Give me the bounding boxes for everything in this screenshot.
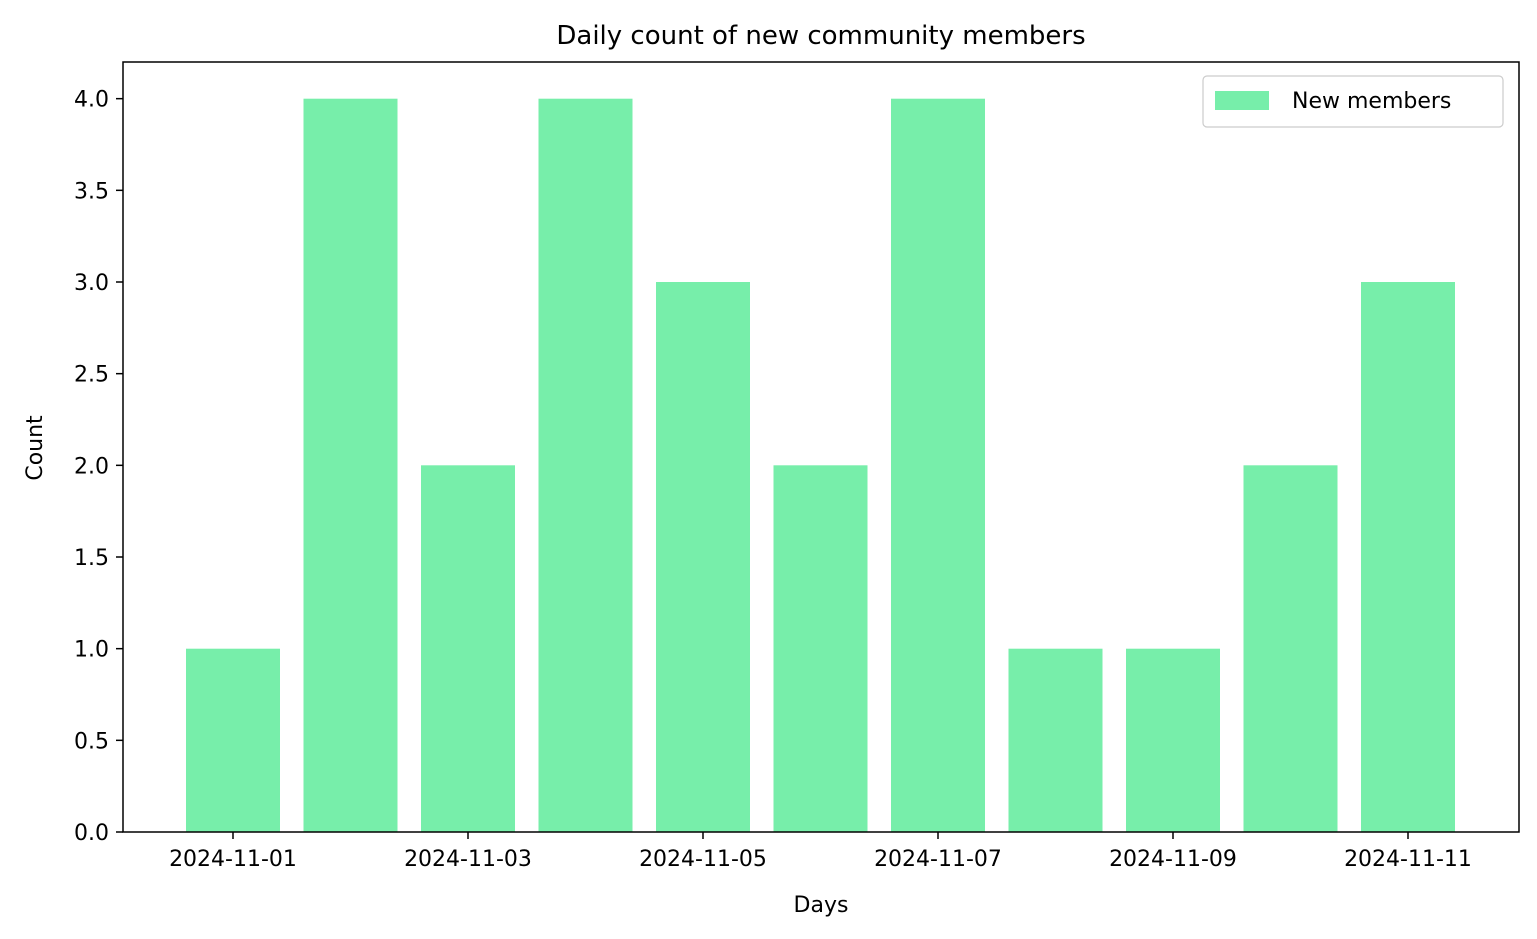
bar-2024-11-10 [1243, 465, 1338, 832]
y-axis-label: Count [23, 415, 48, 481]
bars-group [186, 98, 1455, 832]
x-tick-label: 2024-11-11 [1344, 847, 1472, 872]
y-tick-label: 3.0 [74, 271, 109, 296]
y-tick-label: 0.5 [74, 729, 109, 754]
x-tick-label: 2024-11-07 [874, 847, 1002, 872]
bar-2024-11-07 [891, 98, 985, 832]
bar-2024-11-11 [1361, 282, 1455, 832]
x-axis-label: Days [794, 893, 849, 918]
legend-frame [1202, 75, 1504, 128]
bar-2024-11-04 [538, 98, 633, 832]
y-tick-label: 0.0 [74, 821, 109, 846]
bar-2024-11-09 [1126, 648, 1220, 832]
y-tick-label: 2.5 [74, 363, 109, 388]
plot-frame [122, 61, 1520, 833]
bar-2024-11-02 [303, 98, 398, 832]
legend-swatch [1215, 91, 1269, 110]
legend-label: New members [1292, 89, 1451, 114]
y-tick-label: 1.5 [74, 546, 109, 571]
x-tick-label: 2024-11-05 [639, 847, 767, 872]
y-tick-label: 2.0 [74, 454, 109, 479]
y-tick-label: 4.0 [74, 88, 109, 113]
chart-title: Daily count of new community members [556, 21, 1085, 51]
bar-2024-11-03 [421, 465, 515, 832]
bar-2024-11-05 [656, 282, 750, 832]
y-tick-label: 1.0 [74, 638, 109, 663]
y-axis-ticks: 0.0 0.5 1.0 1.5 2.0 2.5 3.0 3.5 4.0 [74, 88, 123, 846]
bar-2024-11-01 [186, 648, 280, 832]
bar-2024-11-08 [1008, 648, 1103, 832]
y-tick-label: 3.5 [74, 179, 109, 204]
x-tick-label: 2024-11-03 [404, 847, 532, 872]
x-tick-label: 2024-11-09 [1109, 847, 1237, 872]
legend: New members [1202, 75, 1504, 128]
x-tick-label: 2024-11-01 [169, 847, 297, 872]
bar-2024-11-06 [773, 465, 868, 832]
x-axis-ticks: 2024-11-01 2024-11-03 2024-11-05 2024-11-07… [169, 832, 1472, 872]
